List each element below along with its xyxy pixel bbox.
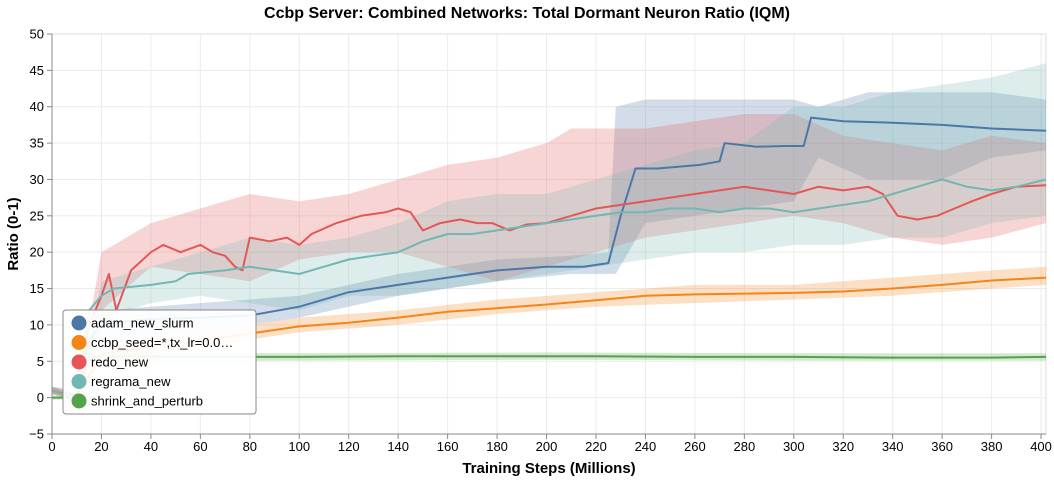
- y-tick-label: −5: [29, 427, 44, 442]
- x-tick-label: 340: [882, 439, 904, 454]
- series-band-3: [52, 63, 1046, 402]
- x-tick-label: 0: [48, 439, 55, 454]
- y-tick-label: 40: [30, 99, 44, 114]
- chart-title: Ccbp Server: Combined Networks: Total Do…: [264, 5, 790, 22]
- y-tick-label: 45: [30, 63, 44, 78]
- x-tick-label: 60: [193, 439, 207, 454]
- series-line-3: [51, 178, 1047, 399]
- y-tick-label: 0: [37, 390, 44, 405]
- legend-box: [62, 309, 257, 415]
- x-tick-label: 40: [144, 439, 158, 454]
- y-tick-label: 35: [30, 136, 44, 151]
- x-tick-label: 80: [243, 439, 257, 454]
- legend-swatch: [71, 315, 87, 331]
- x-tick-label: 280: [733, 439, 755, 454]
- legend-label: regrama_new: [91, 374, 171, 389]
- x-tick-label: 200: [536, 439, 558, 454]
- legend-label: ccbp_seed=*,tx_lr=0.0…: [91, 335, 233, 350]
- legend: adam_new_slurm ccbp_seed=*,tx_lr=0.0…redo…: [62, 309, 257, 415]
- legend-label: redo_new: [91, 355, 149, 370]
- x-tick-label: 220: [585, 439, 607, 454]
- legend-swatch: [71, 354, 87, 370]
- x-tick-label: 360: [931, 439, 953, 454]
- x-tick-label: 120: [338, 439, 360, 454]
- x-tick-label: 20: [94, 439, 108, 454]
- x-tick-label: 240: [635, 439, 657, 454]
- legend-label: shrink_and_perturb: [91, 394, 203, 409]
- y-tick-label: 5: [37, 354, 44, 369]
- x-tick-label: 260: [684, 439, 706, 454]
- y-axis-title: Ratio (0-1): [5, 197, 22, 270]
- x-tick-label: 140: [387, 439, 409, 454]
- y-tick-label: 15: [30, 281, 44, 296]
- y-tick-label: 50: [30, 27, 44, 42]
- x-axis-title: Training Steps (Millions): [462, 460, 635, 477]
- x-tick-label: 320: [832, 439, 854, 454]
- x-tick-label: 300: [783, 439, 805, 454]
- legend-label: adam_new_slurm: [91, 316, 194, 331]
- y-tick-label: 25: [30, 208, 44, 223]
- y-tick-label: 30: [30, 172, 44, 187]
- x-tick-label: 380: [981, 439, 1003, 454]
- series-band-2: [52, 114, 1046, 402]
- x-tick-label: 180: [486, 439, 508, 454]
- series-band-0: [52, 92, 1046, 398]
- legend-swatch: [71, 374, 87, 389]
- axes: 0 20 40 60 80 100 120 140 160 180 200 220 240 260 280 3…: [29, 27, 1052, 455]
- y-tick-label: 20: [30, 245, 44, 260]
- legend-swatch: [71, 335, 87, 350]
- y-tick-label: 10: [30, 317, 44, 332]
- x-tick-label: 100: [288, 439, 310, 454]
- series-line-2: [51, 184, 1047, 399]
- x-tick-label: 160: [437, 439, 459, 454]
- legend-swatch: [71, 393, 87, 409]
- x-tick-label: 400: [1030, 439, 1052, 454]
